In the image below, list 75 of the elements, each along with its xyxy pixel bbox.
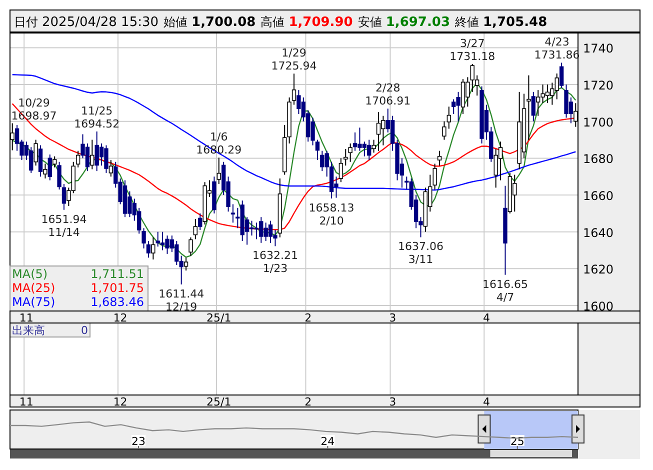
- x-tick-label: 2: [304, 312, 312, 324]
- x-tick-label: 25/1: [206, 312, 232, 324]
- y-tick-label: 1680: [583, 152, 614, 166]
- y-tick-label: 1740: [583, 42, 614, 56]
- y-tick-label: 1600: [583, 299, 614, 314]
- category-label: 2: [304, 396, 312, 408]
- candlestick: [193, 218, 198, 240]
- annotation: 1,683.46: [90, 295, 144, 309]
- category-label: 25/1: [206, 396, 232, 408]
- candlestick: [372, 139, 376, 154]
- candlestick: [48, 154, 52, 181]
- y-tick-label: 1660: [583, 189, 614, 204]
- candlestick: [151, 236, 156, 260]
- category-label: 12: [113, 396, 128, 408]
- candlestick: [38, 144, 43, 178]
- candlestick: [76, 150, 80, 168]
- text: 0: [81, 324, 88, 337]
- x-tick-label: 23: [132, 435, 146, 448]
- candlestick: [57, 161, 62, 190]
- category-label: 4: [482, 396, 490, 408]
- candlestick: [526, 74, 531, 140]
- candlestick: [142, 228, 146, 249]
- annotation: 1/29 1725.94: [271, 46, 317, 73]
- candlestick: [108, 160, 114, 178]
- candlestick: [198, 212, 202, 230]
- annotation: 2/28 1706.91: [365, 82, 411, 108]
- candlestick: [338, 158, 344, 183]
- candlestick: [216, 157, 221, 184]
- candlestick: [90, 139, 94, 170]
- candlestick: [498, 141, 503, 181]
- candlestick: [188, 236, 193, 256]
- candlestick: [230, 204, 236, 224]
- chart-subtitle: 始値 1,700.08 高値 1,709.90 安値 1,697.03 終値 1,705.48: [164, 15, 548, 30]
- x-tick-label: 3: [389, 312, 396, 324]
- x-tick-label: 4: [482, 312, 490, 324]
- candlestick: [559, 62, 564, 89]
- candlestick: [531, 91, 536, 122]
- candlestick: [446, 106, 451, 130]
- x-tick-label: 11: [19, 312, 34, 324]
- annotation: 1616.65 4/7: [482, 278, 528, 304]
- text: MA(75): [12, 295, 56, 309]
- candlestick: [62, 183, 66, 210]
- y-tick-label: 1640: [583, 226, 614, 240]
- candlestick: [52, 156, 57, 168]
- candlestick: [146, 240, 151, 258]
- candlestick: [437, 150, 442, 166]
- candlestick: [442, 120, 446, 140]
- annotation: 1611.44 12/19: [158, 287, 204, 314]
- y-tick-label: 1700: [583, 115, 614, 130]
- annotation: 1651.94 11/14: [41, 212, 87, 239]
- annotation: 3/27 1731.18: [450, 36, 496, 63]
- candlestick: [34, 139, 38, 166]
- candlestick: [292, 73, 296, 106]
- chart-title: 日付 2025/04/28 15:30: [14, 15, 159, 30]
- category-label: 3: [389, 396, 396, 408]
- category-label: 11: [19, 396, 34, 408]
- candlestick: [348, 142, 352, 162]
- candlestick: [184, 257, 188, 271]
- y-tick-label: 1620: [583, 262, 614, 277]
- annotation: 1,701.75: [90, 281, 144, 295]
- annotation: 1637.06 3/11: [398, 240, 444, 266]
- candlestick: [344, 148, 348, 166]
- candlestick: [315, 139, 320, 161]
- y-tick-label: 1720: [583, 78, 614, 93]
- candlestick: [432, 163, 437, 190]
- text: 出来高: [12, 324, 45, 337]
- candlestick: [43, 163, 48, 179]
- text: MA(5): [12, 267, 48, 281]
- text: MA(25): [12, 281, 56, 295]
- x-tick-label: 12: [113, 312, 128, 324]
- annotation: 1632.21 1/23: [252, 249, 298, 276]
- annotation: 1658.13 2/10: [308, 201, 354, 228]
- annotation: 1,711.51: [90, 267, 144, 281]
- x-tick-label: 24: [320, 435, 335, 448]
- annotation: 11/25 1694.52: [74, 104, 120, 130]
